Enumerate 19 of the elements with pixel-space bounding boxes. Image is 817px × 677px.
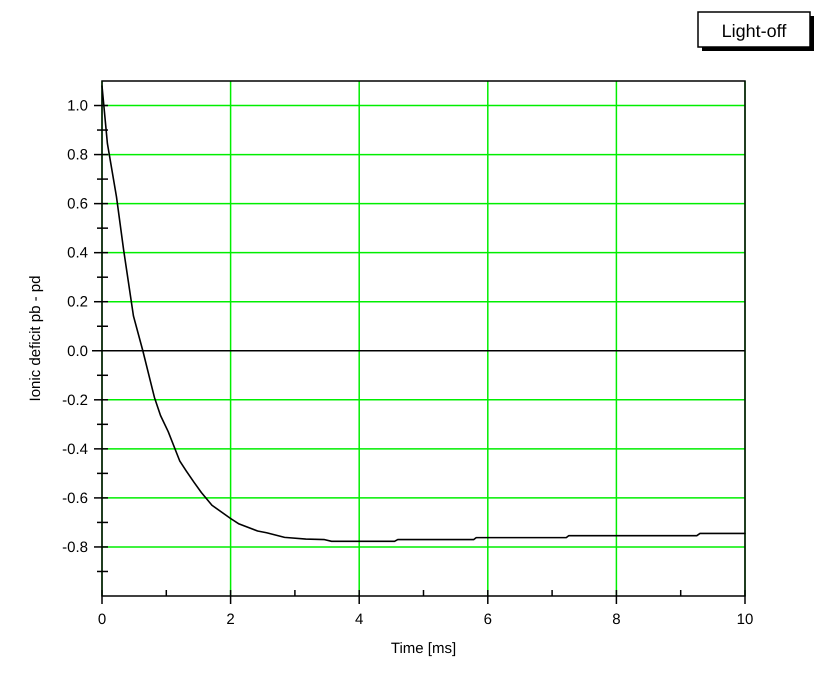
y-tick-label: -0.6 (62, 490, 88, 507)
y-tick-label: 0.8 (67, 146, 88, 164)
y-tick-label: 0.2 (67, 294, 88, 311)
x-tick-label: 2 (226, 611, 235, 628)
y-tick-label: -0.2 (62, 392, 88, 409)
text: Light-off (722, 21, 788, 41)
y-tick-label: -0.8 (62, 538, 88, 556)
x-tick-label: 4 (355, 611, 364, 628)
x-axis-title: Time [ms] (390, 640, 456, 657)
y-tick-label: 0.6 (67, 196, 88, 213)
x-tick-label: 0 (98, 611, 106, 628)
y-tick-label: 1.0 (67, 98, 88, 115)
x-tick-label: 8 (612, 611, 621, 628)
y-tick-label: 0.4 (67, 244, 88, 262)
y-axis-title: Ionic deficit pb - pd (27, 276, 44, 402)
x-tick-label: 10 (736, 611, 754, 628)
x-tick-label: 6 (484, 611, 492, 628)
y-tick-label: -0.4 (62, 440, 88, 458)
y-tick-label: 0.0 (67, 342, 88, 360)
